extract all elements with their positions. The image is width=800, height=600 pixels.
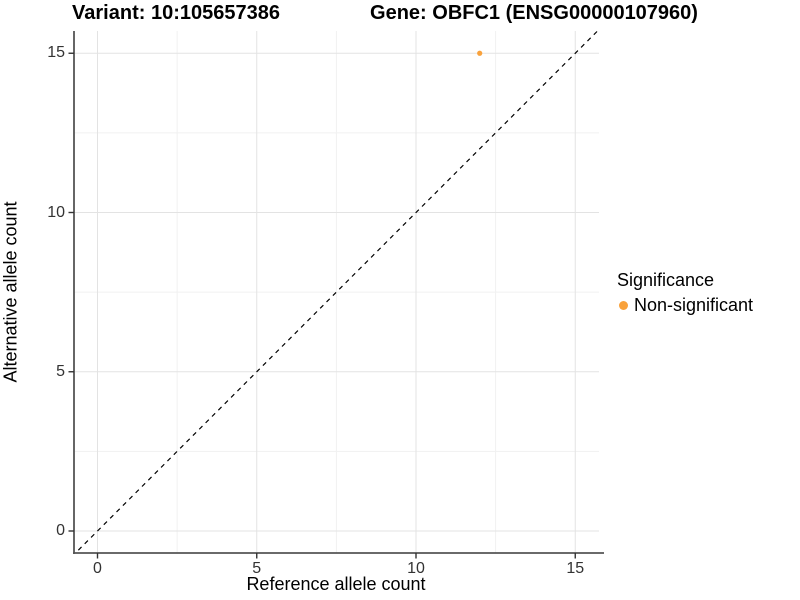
legend-item-non-significant: Non-significant bbox=[617, 295, 753, 316]
variant-title: Variant: 10:105657386 bbox=[72, 2, 280, 24]
y-tick-label: 15 bbox=[47, 44, 65, 62]
legend-point-icon bbox=[619, 301, 628, 310]
identity-line bbox=[74, 31, 599, 553]
legend-title: Significance bbox=[617, 270, 715, 290]
y-axis-title: Alternative allele count bbox=[0, 201, 21, 383]
data-point bbox=[477, 50, 483, 56]
y-tick-label: 0 bbox=[56, 522, 65, 539]
y-tick-label: 5 bbox=[56, 362, 65, 380]
x-tick-label: 0 bbox=[93, 560, 102, 577]
legend: Significance Non-significant bbox=[617, 270, 753, 316]
x-axis-title: Reference allele count bbox=[246, 574, 426, 594]
gene-title: Gene: OBFC1 (ENSG00000107960) bbox=[370, 2, 698, 24]
x-tick-label: 15 bbox=[566, 560, 585, 577]
x-tick-label: 5 bbox=[252, 560, 262, 577]
x-tick-label: 10 bbox=[407, 560, 425, 577]
y-tick-label: 10 bbox=[47, 203, 65, 221]
legend-item-label: Non-significant bbox=[634, 295, 754, 315]
